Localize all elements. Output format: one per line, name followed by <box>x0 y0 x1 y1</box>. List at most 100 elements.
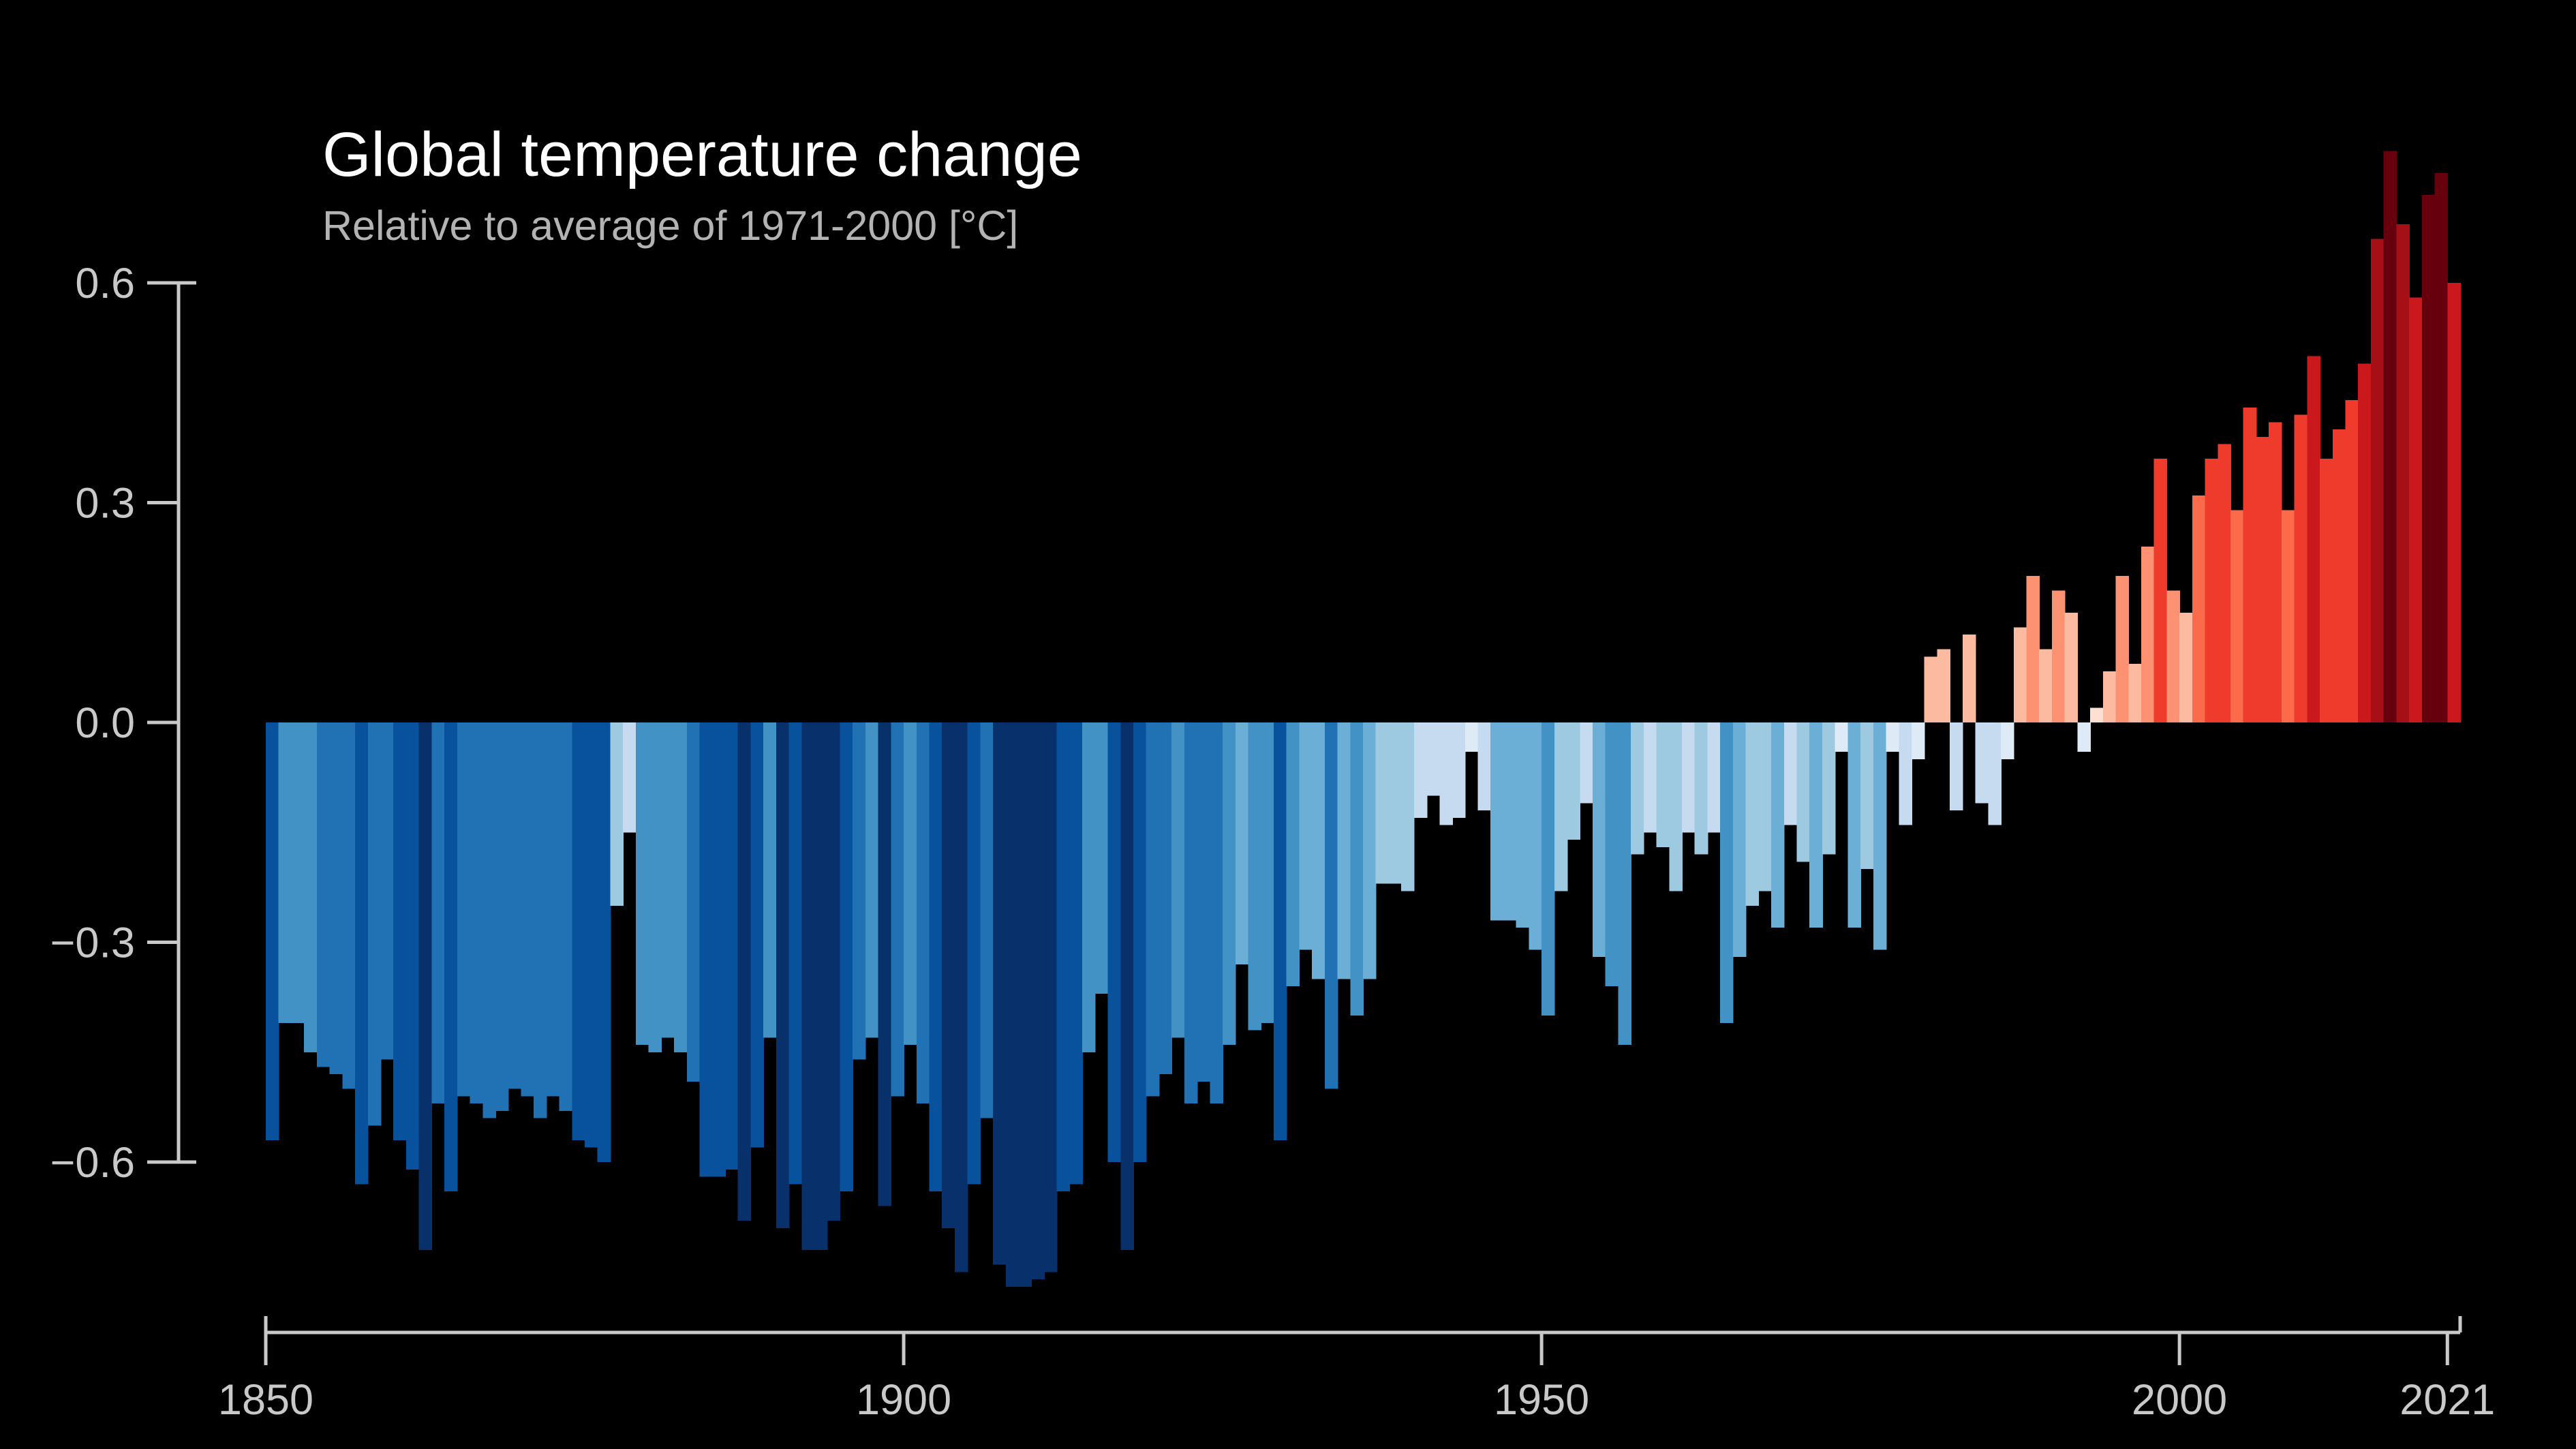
tick-labels-group: 0.6 0.3 0.0 −0.3 −0.6 1850 1900 1950 2000 2021 <box>50 260 2496 1424</box>
bar-1901 <box>916 722 930 1103</box>
bar-1897 <box>865 722 879 1038</box>
bar-1933 <box>1324 722 1338 1089</box>
bar-1878 <box>623 722 637 833</box>
bar-1929 <box>1273 722 1287 1140</box>
bar-1898 <box>878 722 892 1206</box>
bar-1974 <box>1847 722 1861 928</box>
bar-2020 <box>2434 172 2449 722</box>
bar-1987 <box>2013 627 2027 722</box>
bar-1972 <box>1822 722 1836 855</box>
bar-1965 <box>1732 722 1747 957</box>
bar-1904 <box>954 722 968 1272</box>
chart-title: Global temperature change <box>322 120 1082 189</box>
bar-2007 <box>2269 422 2282 722</box>
bar-1922 <box>1184 722 1198 1103</box>
bar-1900 <box>904 722 917 1045</box>
bar-1885 <box>712 722 726 1177</box>
bar-1864 <box>444 722 458 1191</box>
bar-1970 <box>1796 722 1811 862</box>
bar-1942 <box>1439 722 1453 825</box>
bar-1873 <box>559 722 573 1111</box>
bar-1941 <box>1426 722 1441 796</box>
bar-1983 <box>1962 635 1976 722</box>
bar-1913 <box>1069 722 1083 1185</box>
bar-1893 <box>814 722 828 1250</box>
bar-1914 <box>1082 722 1096 1052</box>
bar-1889 <box>763 722 777 1038</box>
bar-1939 <box>1401 722 1415 891</box>
bar-1932 <box>1312 722 1325 979</box>
bar-1855 <box>329 722 343 1074</box>
bar-1850 <box>266 722 279 1140</box>
bar-1856 <box>342 722 356 1089</box>
y-tick-label-−0.3: −0.3 <box>50 919 135 967</box>
bar-1920 <box>1159 722 1172 1074</box>
x-tick-label-1850: 1850 <box>218 1376 313 1424</box>
bar-1963 <box>1707 722 1721 833</box>
bar-1926 <box>1235 722 1249 964</box>
bar-2003 <box>2218 444 2231 722</box>
bar-2011 <box>2320 459 2333 722</box>
bar-1998 <box>2153 459 2168 722</box>
bar-1908 <box>1005 722 1019 1287</box>
y-tick-label-−0.6: −0.6 <box>50 1139 135 1187</box>
bar-1899 <box>891 722 904 1097</box>
bar-1958 <box>1643 722 1657 833</box>
bar-2013 <box>2345 400 2359 722</box>
bar-1907 <box>993 722 1007 1265</box>
bar-1924 <box>1210 722 1223 1103</box>
bar-1857 <box>355 722 369 1185</box>
bar-1964 <box>1720 722 1734 1023</box>
bar-1959 <box>1656 722 1670 847</box>
bar-2008 <box>2281 510 2295 722</box>
bar-1868 <box>495 722 509 1111</box>
bar-1887 <box>737 722 752 1221</box>
bar-1876 <box>597 722 611 1162</box>
bar-1971 <box>1809 722 1823 928</box>
bar-1930 <box>1286 722 1300 986</box>
bar-2004 <box>2230 510 2244 722</box>
bar-1910 <box>1031 722 1045 1279</box>
axes-group <box>147 281 2462 1365</box>
bar-1985 <box>1988 722 2002 825</box>
bar-2019 <box>2421 195 2436 722</box>
bar-1999 <box>2166 590 2180 722</box>
bar-1888 <box>750 722 764 1148</box>
bar-1875 <box>585 722 598 1148</box>
bar-1986 <box>2001 722 2014 759</box>
bar-1877 <box>610 722 624 906</box>
bar-1956 <box>1618 722 1631 1045</box>
bar-1935 <box>1350 722 1364 1016</box>
bar-1954 <box>1592 722 1606 957</box>
x-tick-label-1950: 1950 <box>1494 1376 1589 1424</box>
bar-1863 <box>431 722 445 1103</box>
bar-1905 <box>967 722 981 1185</box>
bar-1903 <box>942 722 955 1228</box>
bar-2001 <box>2192 495 2206 722</box>
bar-1989 <box>2039 649 2053 722</box>
bar-1934 <box>1337 722 1351 979</box>
bar-1988 <box>2026 576 2040 722</box>
bar-2005 <box>2243 407 2257 722</box>
bar-1968 <box>1771 722 1785 928</box>
bar-1923 <box>1197 722 1211 1082</box>
bar-1909 <box>1018 722 1032 1287</box>
bar-2006 <box>2256 436 2269 722</box>
bar-1871 <box>534 722 547 1118</box>
bar-1962 <box>1694 722 1708 855</box>
bar-1982 <box>1950 722 1963 810</box>
x-tick-label-2000: 2000 <box>2132 1376 2227 1424</box>
bar-1867 <box>482 722 496 1118</box>
bar-1948 <box>1516 722 1530 928</box>
bar-1892 <box>801 722 815 1250</box>
bar-1895 <box>840 722 853 1191</box>
bar-1960 <box>1669 722 1683 891</box>
bar-1980 <box>1924 656 1938 722</box>
bar-1854 <box>316 722 331 1067</box>
bar-2012 <box>2332 429 2346 722</box>
y-tick-label-0.0: 0.0 <box>75 699 135 747</box>
bar-1946 <box>1490 722 1504 921</box>
bar-2009 <box>2294 414 2308 722</box>
